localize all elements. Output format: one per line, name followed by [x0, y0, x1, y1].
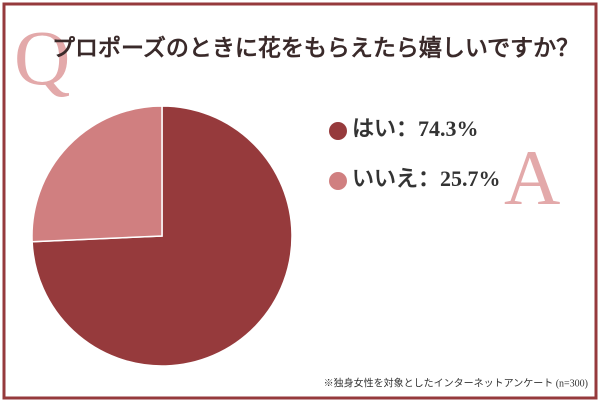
chart-title: プロポーズのときに花をもらえたら嬉しいですか？	[52, 34, 579, 60]
legend-entry: はい：74.3%	[352, 116, 479, 141]
legend-label: はい	[352, 116, 396, 141]
answer-mark: A	[504, 134, 560, 221]
legend-label: いいえ	[352, 166, 418, 191]
legend-separator: ：	[418, 166, 440, 191]
value-label: 74.3%	[418, 116, 479, 141]
value-label: 25.7%	[440, 166, 501, 191]
legend-marker	[329, 172, 347, 190]
legend-entry: いいえ：25.7%	[352, 166, 501, 191]
pie-slice	[31, 105, 163, 243]
footnote: ※独身女性を対象としたインターネットアンケート (n=300)	[324, 376, 588, 389]
legend-marker	[329, 122, 347, 140]
legend-separator: ：	[396, 116, 418, 141]
question-mark: Q	[14, 14, 70, 101]
